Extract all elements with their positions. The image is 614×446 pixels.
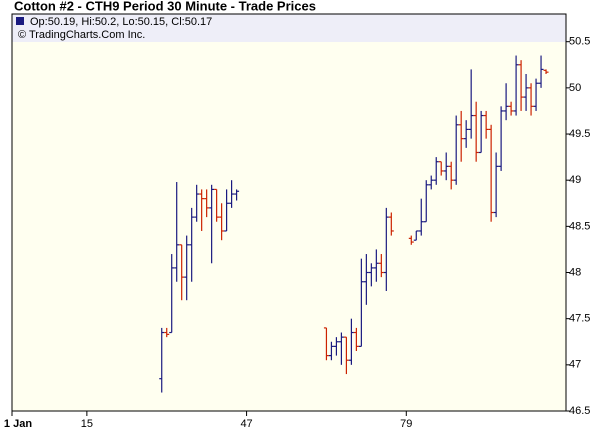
copyright: © TradingCharts.Com Inc. [18, 29, 145, 41]
y-tick-label: 47.5 [569, 313, 590, 325]
plot-border [11, 13, 567, 412]
y-tick-label: 50 [569, 82, 581, 94]
x-tick-label: 1 Jan [4, 418, 32, 430]
y-tick-label: 49.5 [569, 128, 590, 140]
y-tick-label: 50.5 [569, 36, 590, 48]
x-tick-label: 47 [240, 418, 252, 430]
y-tick-label: 46.5 [569, 405, 590, 417]
chart-title: Cotton #2 - CTH9 Period 30 Minute - Trad… [14, 0, 316, 13]
legend-text: Op:50.19, Hi:50.2, Lo:50.15, Cl:50.17 [30, 16, 212, 28]
legend-swatch [16, 17, 24, 25]
plot-area [12, 14, 566, 411]
legend-band [12, 14, 566, 42]
y-tick-label: 47 [569, 359, 581, 371]
x-tick-label: 79 [400, 418, 412, 430]
x-tick-label: 15 [81, 418, 93, 430]
y-tick-label: 48 [569, 266, 581, 278]
y-tick-label: 48.5 [569, 220, 590, 232]
y-tick-label: 49 [569, 174, 581, 186]
